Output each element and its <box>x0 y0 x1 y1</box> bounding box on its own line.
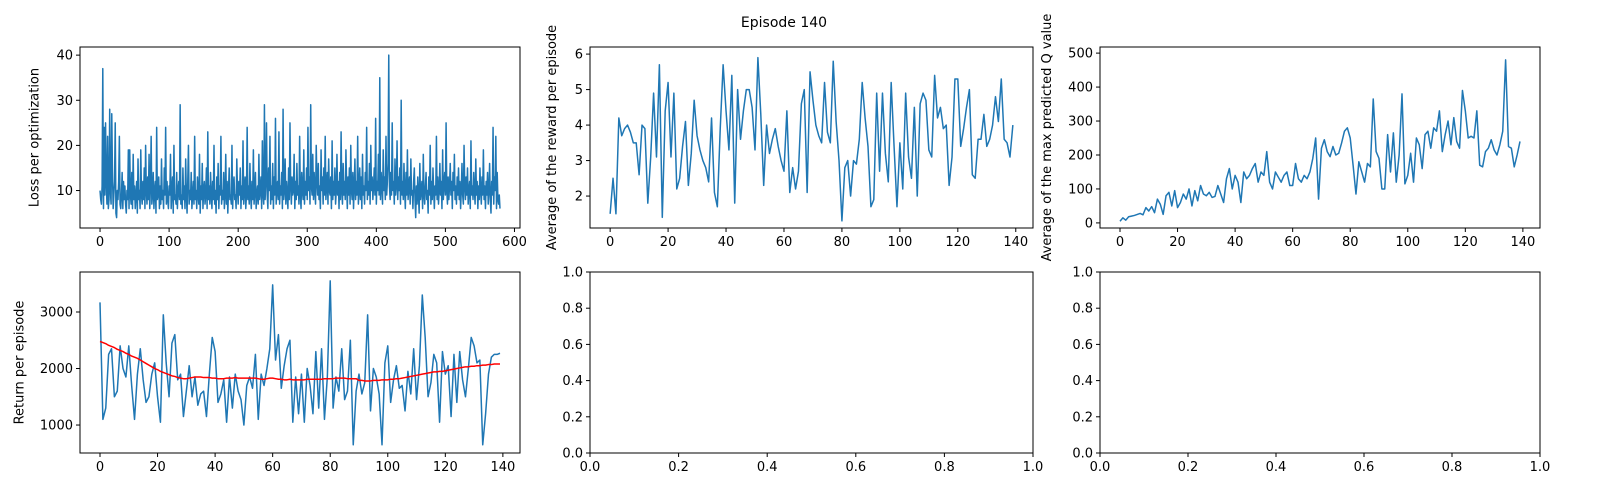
y-tick-label: 200 <box>1068 148 1093 163</box>
x-tick-label: 400 <box>364 235 389 250</box>
x-tick-label: 80 <box>1342 235 1359 250</box>
x-tick-label: 140 <box>490 460 515 475</box>
x-tick-label: 0.6 <box>1354 460 1375 475</box>
plot-area <box>99 54 501 219</box>
x-tick-label: 60 <box>776 235 793 250</box>
axes-frame <box>79 46 521 229</box>
line-series <box>99 280 501 446</box>
x-tick-label: 120 <box>433 460 458 475</box>
x-tick-label: 40 <box>718 235 735 250</box>
x-tick-label: 0 <box>96 460 104 475</box>
x-tick-label: 20 <box>660 235 677 250</box>
y-tick-label: 0 <box>1085 216 1093 231</box>
y-tick-label: 300 <box>1068 115 1093 130</box>
x-tick-label: 20 <box>1169 235 1186 250</box>
y-tick-label: 10 <box>56 184 73 199</box>
x-tick-label: 100 <box>157 235 182 250</box>
y-tick-label: 0.4 <box>562 374 583 389</box>
x-tick-label: 0.8 <box>1442 460 1463 475</box>
y-axis-label: Loss per optimization <box>28 68 43 207</box>
x-tick-label: 40 <box>1227 235 1244 250</box>
x-tick-label: 60 <box>1284 235 1301 250</box>
plot-area <box>1119 59 1521 222</box>
axes-frame <box>589 46 1034 229</box>
y-tick-label: 1.0 <box>1072 266 1093 281</box>
y-tick-label: 0.6 <box>1072 338 1093 353</box>
y-tick-label: 0.2 <box>1072 410 1093 425</box>
y-tick-label: 0.0 <box>562 447 583 462</box>
y-axis-label: Average of the max predicted Q value <box>1040 14 1055 262</box>
axes-frame <box>589 271 1034 454</box>
figure-title: Episode 140 <box>741 15 827 31</box>
x-tick-label: 1.0 <box>1023 460 1044 475</box>
axes-frame <box>79 271 521 454</box>
y-tick-label: 2 <box>575 190 583 205</box>
x-tick-label: 0.8 <box>934 460 955 475</box>
x-tick-label: 20 <box>149 460 166 475</box>
y-tick-label: 30 <box>56 94 73 109</box>
y-tick-label: 1000 <box>40 419 73 434</box>
line-series <box>609 56 1014 222</box>
y-tick-label: 100 <box>1068 182 1093 197</box>
x-tick-label: 60 <box>264 460 281 475</box>
y-tick-label: 3 <box>575 154 583 169</box>
x-tick-label: 80 <box>322 460 339 475</box>
x-tick-label: 140 <box>1003 235 1028 250</box>
y-tick-label: 500 <box>1068 47 1093 62</box>
y-axis-label: Return per episode <box>13 301 28 425</box>
line-series <box>99 54 501 219</box>
y-tick-label: 6 <box>575 48 583 63</box>
y-tick-label: 3000 <box>40 306 73 321</box>
line-series <box>99 340 500 382</box>
y-tick-label: 0.0 <box>1072 447 1093 462</box>
x-tick-label: 120 <box>1453 235 1478 250</box>
y-tick-label: 0.2 <box>562 410 583 425</box>
x-tick-label: 0.0 <box>580 460 601 475</box>
x-tick-label: 120 <box>945 235 970 250</box>
x-tick-label: 0.6 <box>845 460 866 475</box>
plot-area <box>609 56 1014 222</box>
x-tick-label: 300 <box>295 235 320 250</box>
y-tick-label: 2000 <box>40 362 73 377</box>
x-tick-label: 140 <box>1510 235 1535 250</box>
x-tick-label: 100 <box>887 235 912 250</box>
x-tick-label: 100 <box>1395 235 1420 250</box>
x-tick-label: 0 <box>96 235 104 250</box>
x-tick-label: 200 <box>226 235 251 250</box>
line-series <box>1119 59 1521 222</box>
x-tick-label: 80 <box>834 235 851 250</box>
y-tick-label: 0.4 <box>1072 374 1093 389</box>
y-tick-label: 400 <box>1068 81 1093 96</box>
plot-area <box>99 280 501 446</box>
y-tick-label: 0.8 <box>562 302 583 317</box>
x-tick-label: 0.4 <box>1266 460 1287 475</box>
axes-frame <box>1099 271 1541 454</box>
x-tick-label: 0.2 <box>1178 460 1199 475</box>
y-axis-label: Average of the reward per episode <box>545 25 560 250</box>
y-tick-label: 0.8 <box>1072 302 1093 317</box>
x-tick-label: 40 <box>207 460 224 475</box>
x-tick-label: 500 <box>433 235 458 250</box>
x-tick-label: 0.4 <box>757 460 778 475</box>
x-tick-label: 100 <box>375 460 400 475</box>
y-tick-label: 20 <box>56 139 73 154</box>
y-tick-label: 40 <box>56 49 73 64</box>
x-tick-label: 0.2 <box>668 460 689 475</box>
axes-frame <box>1099 46 1541 229</box>
x-tick-label: 0 <box>606 235 614 250</box>
y-tick-label: 0.6 <box>562 338 583 353</box>
y-tick-label: 5 <box>575 83 583 98</box>
x-tick-label: 1.0 <box>1530 460 1551 475</box>
y-tick-label: 4 <box>575 119 583 134</box>
x-tick-label: 600 <box>502 235 527 250</box>
x-tick-label: 0.0 <box>1090 460 1111 475</box>
y-tick-label: 1.0 <box>562 266 583 281</box>
x-tick-label: 0 <box>1116 235 1124 250</box>
